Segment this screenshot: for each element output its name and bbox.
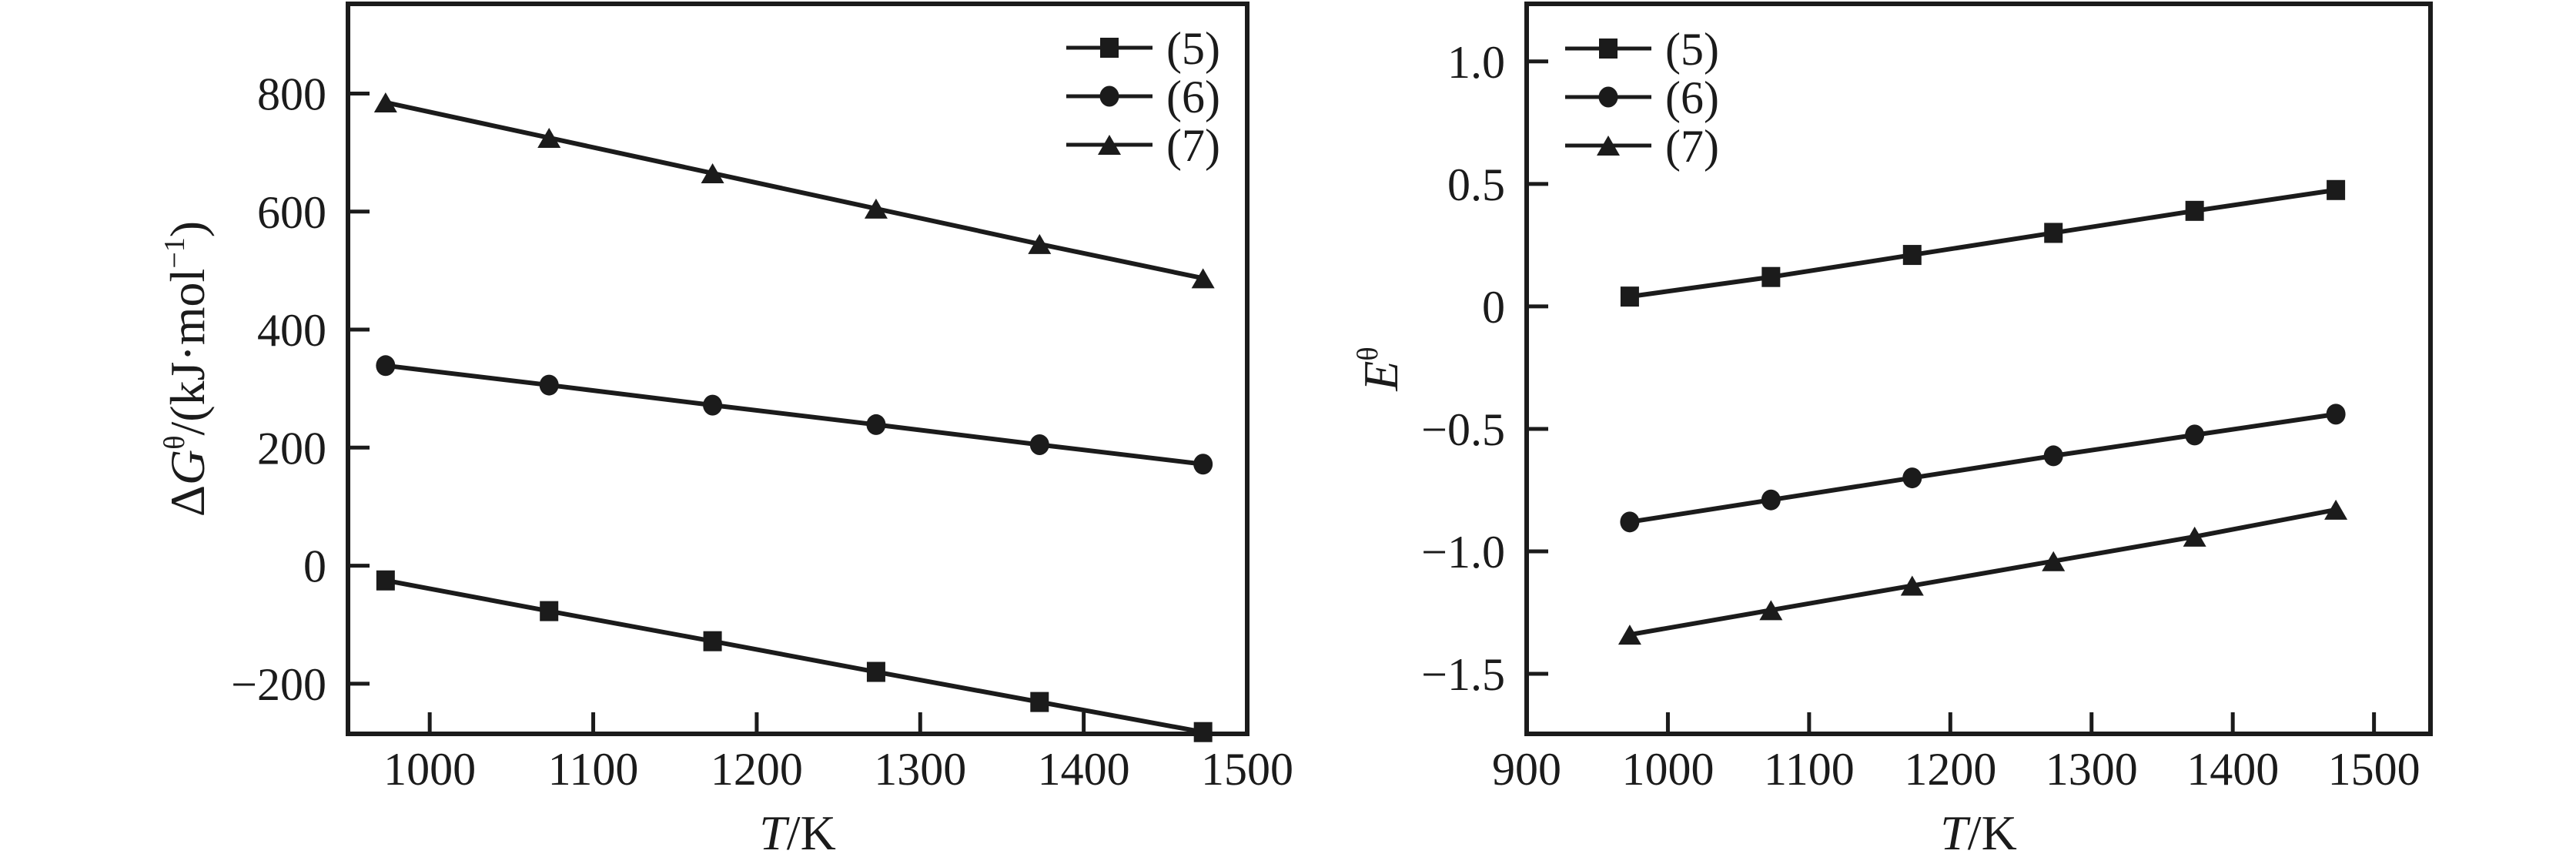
x-tick-label: 1200 — [711, 744, 803, 795]
legend-label: (5) — [1665, 24, 1719, 75]
data-point-(5) — [540, 601, 559, 621]
legend-label: (6) — [1665, 72, 1719, 123]
y-tick-label: 800 — [257, 69, 326, 119]
x-axis-label: T/K — [1940, 805, 2017, 860]
series-line-(7) — [385, 100, 1204, 281]
y-tick-label: 1.0 — [1447, 37, 1505, 88]
data-point-(5) — [1193, 722, 1213, 742]
data-point-(7) — [537, 127, 561, 148]
x-tick-label: 1000 — [1621, 744, 1714, 795]
data-point-(7) — [1759, 600, 1783, 621]
data-point-(7) — [2042, 551, 2066, 571]
data-point-(7) — [1900, 575, 1924, 596]
legend-label: (5) — [1166, 23, 1220, 74]
data-point-(7) — [373, 92, 397, 112]
legend-label: (7) — [1665, 121, 1719, 172]
data-point-(5) — [1620, 286, 1639, 307]
x-tick-label: 1000 — [383, 744, 476, 795]
data-point-(7) — [1618, 625, 1641, 645]
y-axis-label: Eθ — [1352, 347, 1408, 391]
data-point-(6) — [866, 414, 886, 435]
x-axis-label: T/K — [759, 805, 836, 860]
data-point-(5) — [2044, 223, 2063, 243]
y-tick-label: 600 — [257, 187, 326, 238]
data-point-(6) — [2043, 445, 2063, 467]
series-line-(5) — [1629, 187, 2337, 300]
data-point-(7) — [2324, 499, 2348, 520]
data-point-(6) — [2185, 424, 2205, 446]
data-point-(6) — [539, 374, 559, 396]
legend-marker-circle — [1099, 85, 1119, 107]
x-tick-label: 1200 — [1904, 744, 1996, 795]
legend-marker-triangle — [1597, 136, 1620, 156]
x-tick-label: 1500 — [2328, 744, 2420, 795]
data-point-(5) — [2327, 179, 2346, 200]
plot-frame — [1524, 2, 2433, 736]
y-tick-label: −200 — [231, 659, 326, 710]
chart-deltaG-vs-T: 1000 1100 1200 1300 1400 1500 800 600 400 200 0 −20… — [159, 2, 1293, 860]
x-tick-label: 1300 — [2046, 744, 2138, 795]
data-point-(6) — [703, 394, 723, 416]
data-point-(6) — [1902, 467, 1922, 489]
series-line-(6) — [1629, 411, 2337, 524]
legend-marker-circle — [1598, 86, 1618, 108]
y-tick-label: 200 — [257, 423, 326, 474]
legend-label: (7) — [1166, 120, 1220, 171]
legend-marker-triangle — [1098, 135, 1121, 155]
data-point-(6) — [376, 355, 396, 377]
legend-label: (6) — [1166, 72, 1220, 122]
y-tick-label: −0.5 — [1421, 404, 1505, 455]
y-tick-label: 0 — [303, 541, 326, 592]
x-tick-label: 1400 — [1038, 744, 1130, 795]
data-point-(6) — [1761, 489, 1781, 511]
data-point-(5) — [2185, 200, 2204, 221]
data-point-(5) — [376, 570, 395, 591]
x-tick-label: 1500 — [1201, 744, 1293, 795]
x-tick-label: 1300 — [874, 744, 966, 795]
y-tick-label: −1.5 — [1421, 649, 1505, 700]
legend: (5)(6)(7) — [1565, 24, 1719, 172]
data-point-(7) — [2183, 526, 2206, 547]
series-line-(5) — [385, 578, 1204, 735]
legend: (5)(6)(7) — [1066, 23, 1220, 171]
data-point-(5) — [703, 631, 722, 651]
series-line-(6) — [385, 363, 1204, 467]
y-tick-label: 0 — [1482, 282, 1505, 333]
series-line-(7) — [1629, 507, 2337, 638]
data-point-(6) — [1193, 454, 1213, 475]
data-point-(7) — [864, 198, 888, 219]
x-tick-label: 1100 — [1764, 744, 1855, 795]
legend-marker-square — [1100, 38, 1119, 58]
data-point-(7) — [701, 162, 724, 183]
data-point-(6) — [1029, 434, 1049, 455]
data-point-(5) — [1030, 692, 1049, 712]
x-tick-label: 1100 — [548, 744, 639, 795]
data-point-(5) — [1902, 245, 1922, 266]
data-point-(5) — [866, 661, 885, 682]
data-point-(5) — [1761, 266, 1781, 287]
data-point-(6) — [1620, 511, 1640, 533]
data-point-(7) — [1028, 233, 1052, 254]
y-tick-label: 400 — [257, 305, 326, 356]
data-point-(6) — [2326, 404, 2346, 425]
x-tick-label: 900 — [1492, 744, 1561, 795]
y-tick-label: −1.0 — [1421, 527, 1505, 578]
y-axis-label: ΔGθ/(kJ·mol−1) — [159, 221, 215, 517]
x-tick-label: 1400 — [2186, 744, 2279, 795]
plot-frame — [346, 2, 1250, 736]
legend-marker-square — [1599, 39, 1618, 59]
data-point-(7) — [1191, 268, 1215, 289]
y-tick-label: 0.5 — [1447, 159, 1505, 210]
chart-E-vs-T: 900 1000 1100 1200 1300 1400 1500 1.0 0.5 0 −0.5 −1… — [1352, 2, 2433, 860]
